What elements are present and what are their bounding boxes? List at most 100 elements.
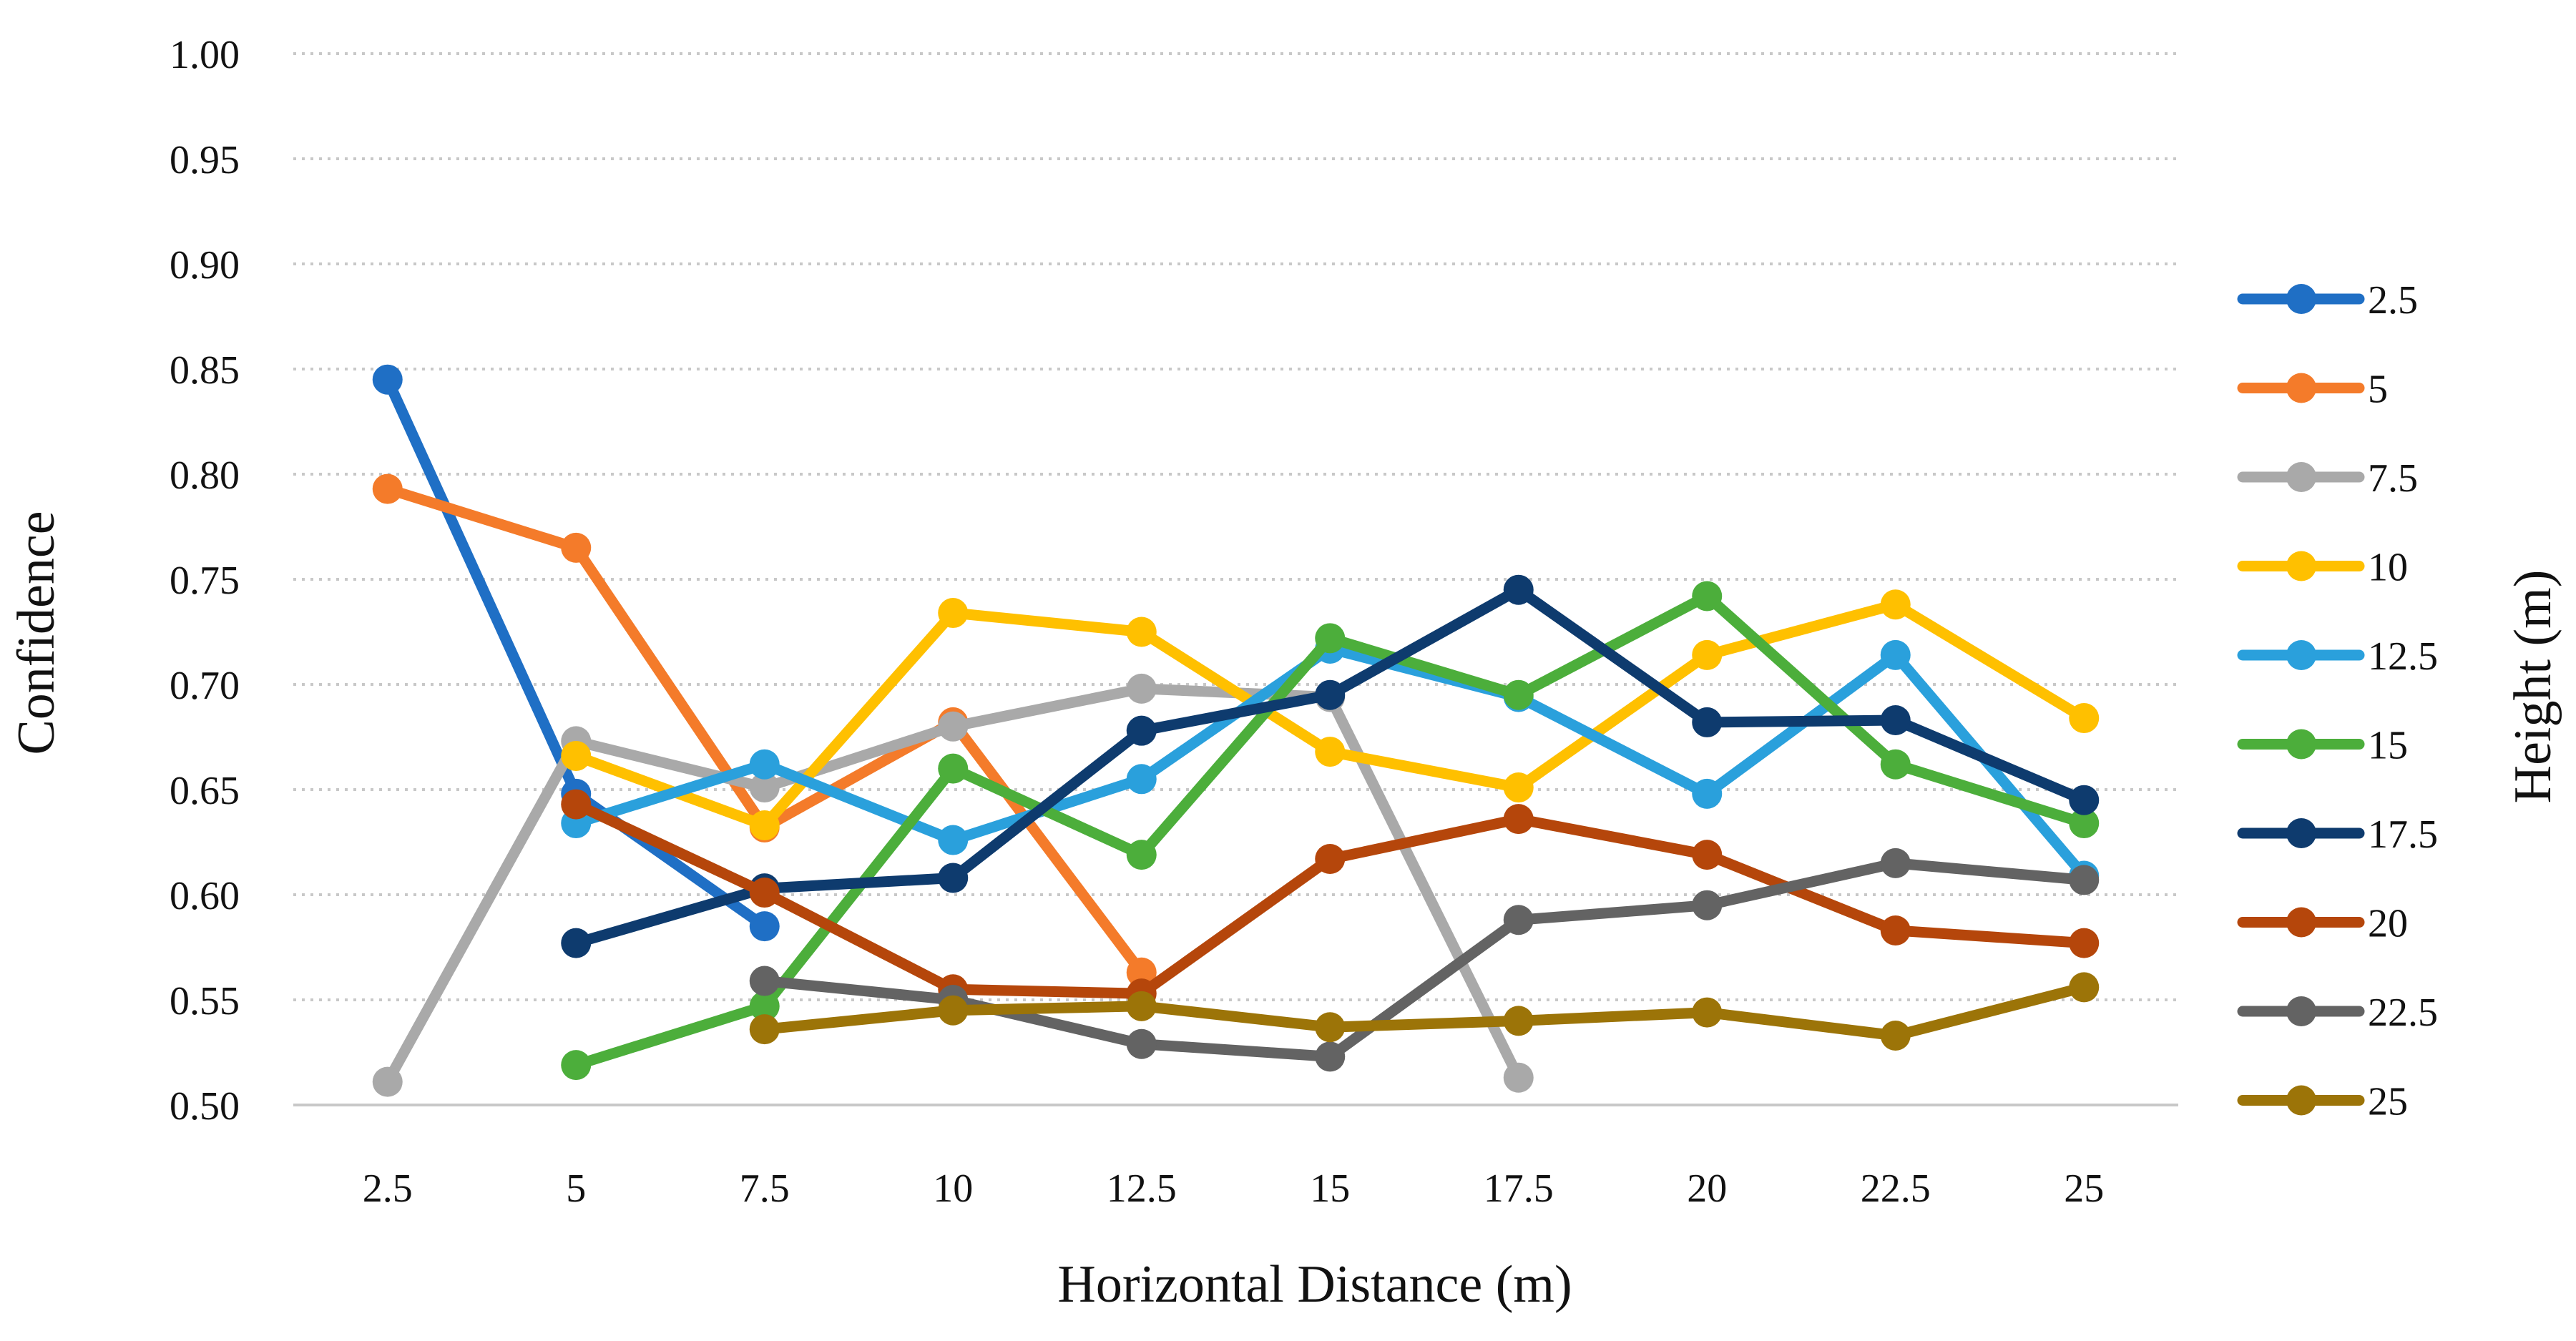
- y-tick-label: 1.00: [170, 33, 240, 77]
- data-point: [1126, 957, 1157, 988]
- series-line: [570, 591, 2090, 1071]
- data-point: [1692, 707, 1723, 737]
- data-point: [1315, 1041, 1346, 1072]
- legend-item: 2.5: [2237, 278, 2418, 323]
- data-point: [372, 473, 403, 504]
- data-point: [561, 789, 592, 820]
- data-point: [1692, 840, 1723, 870]
- data-point: [749, 966, 780, 996]
- legend-label: 22.5: [2368, 991, 2438, 1035]
- series-25: [749, 972, 2100, 1051]
- series-10: [561, 589, 2100, 840]
- data-point: [749, 878, 780, 908]
- data-point: [1126, 840, 1157, 870]
- data-point: [1503, 679, 1534, 710]
- data-point: [1880, 639, 1911, 670]
- y-tick-label: 0.80: [170, 453, 240, 498]
- legend-swatch-marker: [2286, 640, 2316, 670]
- legend-label: 10: [2368, 546, 2408, 590]
- y-tick-label: 0.95: [170, 138, 240, 182]
- data-point: [1315, 679, 1346, 710]
- legend-title: Height (m): [2504, 570, 2562, 804]
- data-point: [2069, 972, 2100, 1003]
- series-line: [759, 981, 2090, 1041]
- data-point: [1315, 844, 1346, 875]
- x-tick-label: 5: [566, 1166, 586, 1211]
- data-point: [1126, 764, 1157, 795]
- data-point: [372, 364, 403, 395]
- legend-item: 12.5: [2237, 634, 2438, 679]
- series-5: [372, 473, 1157, 988]
- legend-label: 15: [2368, 724, 2408, 768]
- series-lines: [372, 364, 2100, 1097]
- legend-item: 17.5: [2237, 812, 2438, 857]
- legend-swatch-marker: [2286, 729, 2316, 760]
- x-tick-label: 20: [1687, 1166, 1727, 1211]
- data-point: [1503, 574, 1534, 605]
- data-point: [1503, 905, 1534, 935]
- data-point: [561, 740, 592, 771]
- data-point: [1880, 749, 1911, 780]
- legend-swatch-marker: [2286, 284, 2316, 314]
- x-tick-label: 2.5: [363, 1166, 413, 1211]
- y-tick-label: 0.60: [170, 874, 240, 918]
- legend-item: 10: [2237, 546, 2408, 590]
- legend-item: 25: [2237, 1080, 2408, 1124]
- data-point: [749, 991, 780, 1021]
- data-point: [1126, 1028, 1157, 1059]
- data-point: [1126, 991, 1157, 1021]
- data-point: [1315, 623, 1346, 654]
- data-point: [1880, 704, 1911, 735]
- series-2.5: [372, 364, 780, 942]
- x-tick-label: 22.5: [1861, 1166, 1931, 1211]
- data-point: [1503, 804, 1534, 835]
- x-tick-label: 25: [2064, 1166, 2104, 1211]
- data-point: [1315, 1012, 1346, 1043]
- y-tick-label: 0.65: [170, 769, 240, 813]
- data-point: [1880, 915, 1911, 945]
- y-tick-label: 0.85: [170, 348, 240, 393]
- data-point: [749, 1014, 780, 1045]
- legend-swatch-marker: [2286, 551, 2316, 581]
- data-point: [1126, 715, 1157, 746]
- x-tick-label: 10: [933, 1166, 973, 1211]
- data-point: [2069, 808, 2100, 839]
- legend-label: 12.5: [2368, 634, 2438, 679]
- legend-swatch-marker: [2286, 907, 2316, 938]
- data-point: [749, 810, 780, 840]
- legend-item: 22.5: [2237, 991, 2438, 1035]
- data-point: [1692, 997, 1723, 1028]
- y-tick-label: 0.70: [170, 664, 240, 708]
- series-line: [382, 374, 770, 932]
- x-tick-label: 15: [1310, 1166, 1350, 1211]
- legend-label: 5: [2368, 368, 2388, 412]
- data-point: [938, 753, 969, 784]
- data-point: [561, 1050, 592, 1081]
- data-point: [1503, 1006, 1534, 1036]
- legend-label: 25: [2368, 1080, 2408, 1124]
- data-point: [1126, 617, 1157, 647]
- data-point: [1692, 778, 1723, 809]
- y-axis-title: Confidence: [7, 511, 66, 755]
- data-point: [1503, 1062, 1534, 1093]
- data-point: [561, 532, 592, 563]
- data-point: [1692, 581, 1723, 611]
- data-point: [1880, 1020, 1911, 1051]
- data-point: [2069, 928, 2100, 958]
- data-point: [1315, 737, 1346, 767]
- legend-label: 7.5: [2368, 456, 2418, 501]
- x-tick-label: 17.5: [1484, 1166, 1554, 1211]
- data-point: [1503, 772, 1534, 803]
- legend-swatch-marker: [2286, 462, 2316, 492]
- legend-item: 15: [2237, 724, 2408, 768]
- data-point: [1880, 589, 1911, 620]
- legend-swatch-marker: [2286, 818, 2316, 848]
- y-tick-label: 0.90: [170, 243, 240, 288]
- x-tick-label: 7.5: [740, 1166, 790, 1211]
- y-axis-ticks: 0.50 0.55 0.60 0.65 0.70 0.75 0.80 0.85 0.90 0.95…: [170, 33, 240, 1129]
- y-tick-label: 0.50: [170, 1084, 240, 1129]
- legend-label: 20: [2368, 902, 2408, 946]
- gridlines: [293, 52, 2178, 1106]
- legend-swatch-marker: [2286, 373, 2316, 403]
